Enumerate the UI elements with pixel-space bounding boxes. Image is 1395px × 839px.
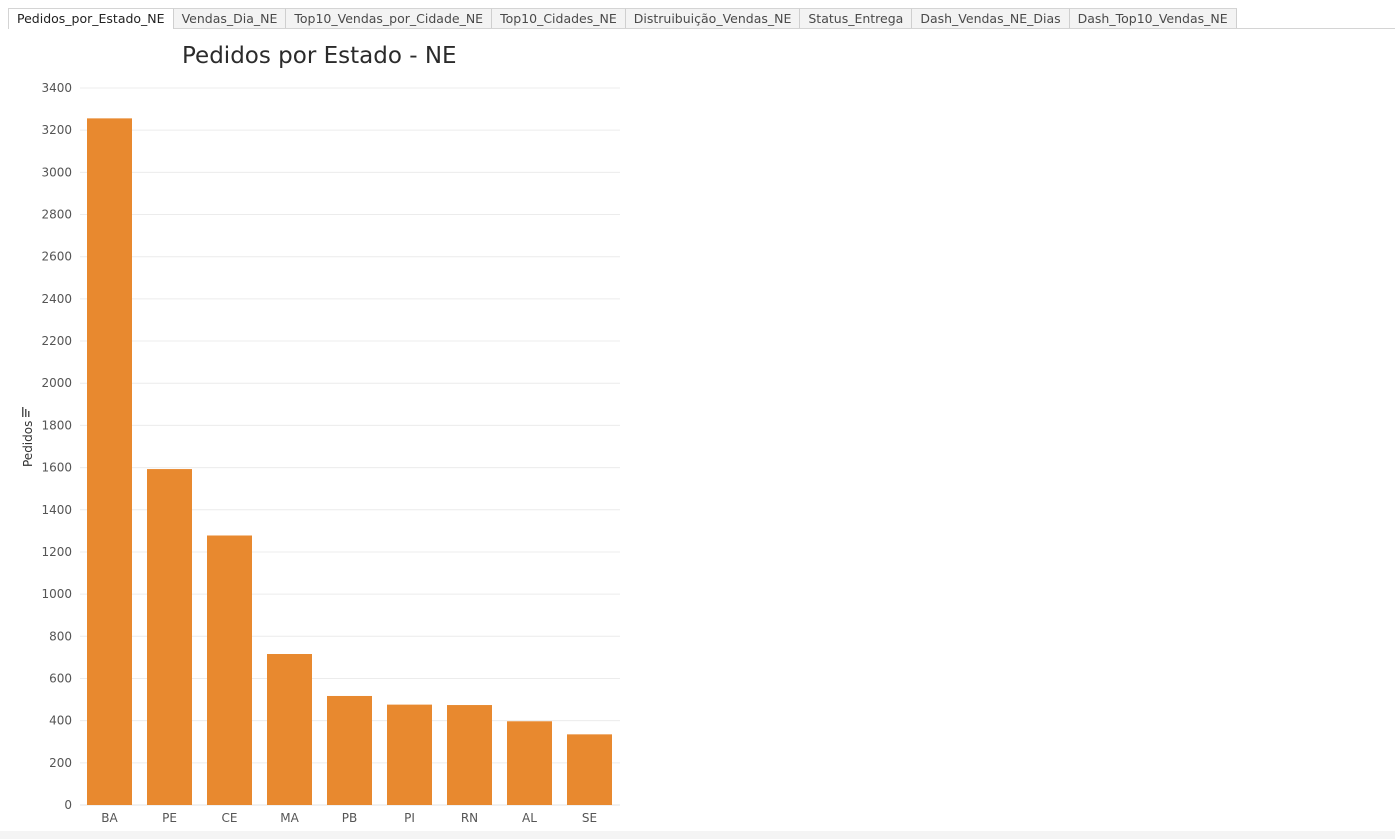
y-tick-label: 2200 [41,334,72,348]
bar-ba[interactable] [87,118,132,805]
x-tick-label: RN [461,811,478,825]
y-tick-label: 1400 [41,503,72,517]
y-tick-label: 2400 [41,292,72,306]
y-tick-label: 0 [64,798,72,812]
bar-pb[interactable] [327,695,372,805]
tab-top10-vendas-por-cidade-ne[interactable]: Top10_Vendas_por_Cidade_NE [286,8,493,28]
tab-dash-top10-vendas-ne[interactable]: Dash_Top10_Vendas_NE [1069,8,1237,28]
y-tick-label: 1600 [41,461,72,475]
tab-status-entrega[interactable]: Status_Entrega [800,8,913,28]
x-tick-label: BA [101,811,118,825]
bar-ce[interactable] [207,535,252,805]
sheet-tab-bar: Pedidos_por_Estado_NE Vendas_Dia_NE Top10_… [0,0,1395,29]
y-tick-label: 3400 [41,81,72,95]
x-tick-label: PB [342,811,357,825]
y-tick-label: 3000 [41,165,72,179]
y-tick-label: 200 [49,756,72,770]
chart-title: Pedidos por Estado - NE [182,43,457,69]
tab-top10-cidades-ne[interactable]: Top10_Cidades_NE [492,8,626,28]
y-tick-label: 1800 [41,418,72,432]
bar-pe[interactable] [147,469,192,805]
y-tick-label: 2800 [41,208,72,222]
bar-rn[interactable] [447,705,492,805]
x-tick-label: PE [162,811,177,825]
bar-ma[interactable] [267,654,312,805]
bottom-status-strip [0,831,1395,839]
y-tick-label: 600 [49,671,72,685]
bar-se[interactable] [567,734,612,805]
x-tick-label: MA [280,811,299,825]
bar-al[interactable] [507,721,552,805]
y-tick-label: 3200 [41,123,72,137]
x-tick-label: PI [404,811,415,825]
y-tick-label: 800 [49,629,72,643]
tab-distruibui-o-vendas-ne[interactable]: Distruibuição_Vendas_NE [625,8,801,28]
sheet-tabs: Pedidos_por_Estado_NE Vendas_Dia_NE Top10_… [8,8,1237,29]
x-tick-label: CE [222,811,238,825]
tab-pedidos-por-estado-ne[interactable]: Pedidos_por_Estado_NE [9,8,174,29]
sort-descending-icon[interactable] [22,407,30,417]
x-tick-label: AL [522,811,537,825]
y-tick-label: 400 [49,714,72,728]
y-tick-label: 1000 [41,587,72,601]
tab-vendas-dia-ne[interactable]: Vendas_Dia_NE [173,8,287,28]
y-tick-label: 1200 [41,545,72,559]
tab-dash-vendas-ne-dias[interactable]: Dash_Vendas_NE_Dias [912,8,1070,28]
y-tick-label: 2600 [41,250,72,264]
bar-pi[interactable] [387,704,432,805]
y-axis-label: Pedidos [21,421,35,467]
y-tick-label: 2000 [41,376,72,390]
x-tick-label: SE [582,811,597,825]
